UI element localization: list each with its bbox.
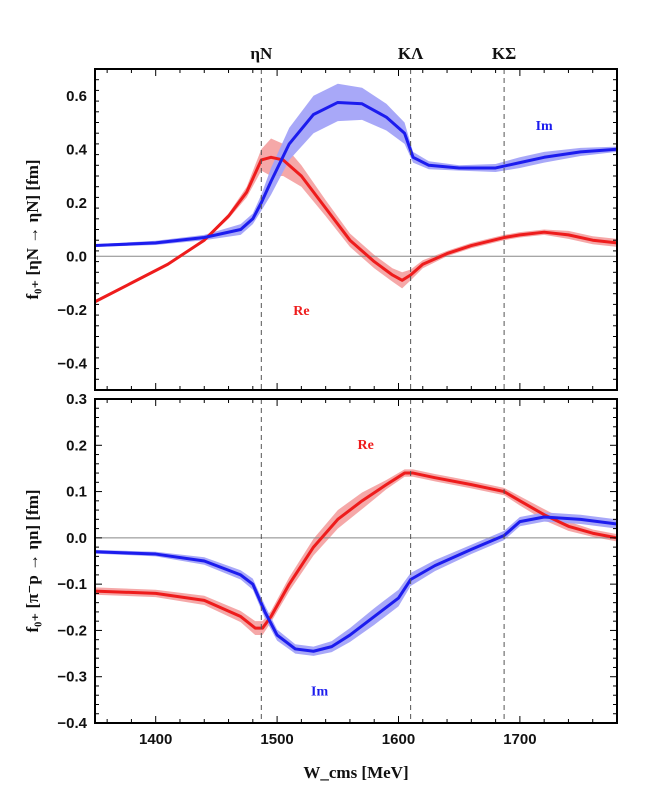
re-series-label: Re <box>358 438 374 453</box>
im-error-band <box>95 512 617 656</box>
y-tick-label: 0.2 <box>66 195 87 212</box>
y-tick-label: −0.4 <box>57 355 87 372</box>
x-tick-label: 1700 <box>503 731 536 748</box>
im-series-label: Im <box>536 119 553 134</box>
y-tick-label: −0.2 <box>57 302 87 319</box>
re-series-line <box>95 155 617 304</box>
x-tick-label: 1400 <box>139 731 172 748</box>
y-tick-label: 0.1 <box>66 484 87 501</box>
y-tick-label: 0.4 <box>66 141 88 158</box>
y-axis-title: f₀₊ [ηN → ηN] [fm] <box>23 159 42 299</box>
y-tick-label: −0.2 <box>57 622 87 639</box>
y-tick-label: 0.6 <box>66 88 87 105</box>
im-error-band <box>95 83 617 247</box>
y-tick-label: 0.2 <box>66 437 87 454</box>
y-tick-label: 0.0 <box>66 530 87 547</box>
x-tick-label: 1600 <box>382 731 415 748</box>
y-tick-label: −0.3 <box>57 669 87 686</box>
threshold-label: ηN <box>250 44 273 63</box>
re-series-line <box>95 471 617 630</box>
threshold-label: KΣ <box>492 44 516 63</box>
plot-area <box>95 469 617 656</box>
y-tick-label: −0.1 <box>57 576 87 593</box>
im-series-line <box>95 100 617 248</box>
plot-area <box>95 83 617 304</box>
threshold-label: KΛ <box>398 44 424 63</box>
y-tick-label: −0.4 <box>57 715 87 732</box>
im-series-line <box>95 515 617 653</box>
y-tick-label: 0.3 <box>66 391 87 408</box>
y-axis-title: f₀₊ [π⁻p → ηn] [fm] <box>23 489 42 632</box>
re-series-label: Re <box>293 304 309 319</box>
plot-frame <box>94 398 618 724</box>
x-tick-label: 1500 <box>260 731 293 748</box>
panel-bottom: −0.4 −0.3 −0.2 −0.1 0.0 0.1 0.2 0.3 1400 1500 1600… <box>23 391 618 782</box>
panel-top: −0.4 −0.2 0.0 0.2 0.4 0.6 ηN KΛ KΣ Re Im f₀₊ [ηN → … <box>23 44 618 391</box>
re-error-band <box>95 469 617 636</box>
im-series-label: Im <box>311 685 328 700</box>
x-axis-title: W_cms [MeV] <box>303 763 408 782</box>
y-tick-label: 0.0 <box>66 248 87 265</box>
